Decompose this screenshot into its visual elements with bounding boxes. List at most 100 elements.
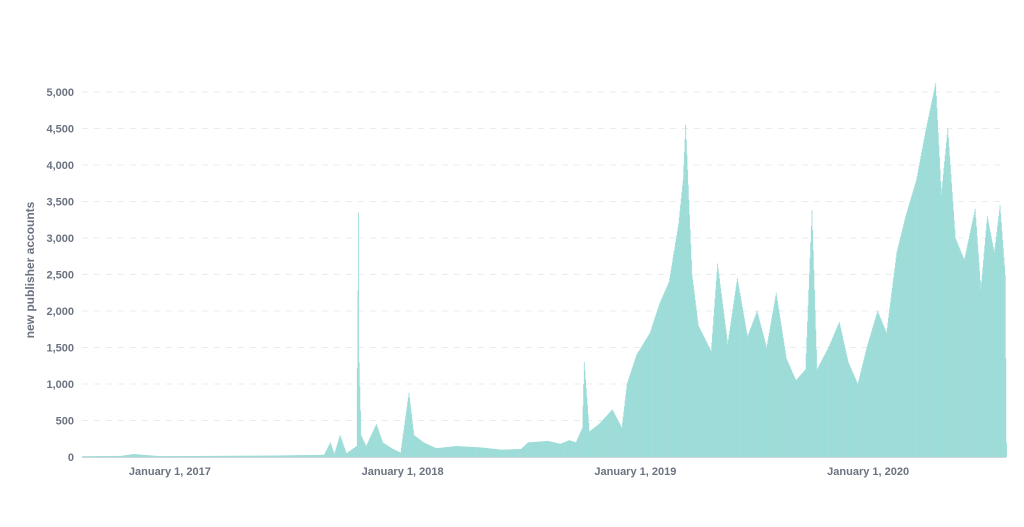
bar bbox=[606, 415, 608, 457]
bar bbox=[975, 217, 977, 457]
bar bbox=[685, 124, 687, 457]
bar bbox=[354, 447, 356, 457]
bar bbox=[696, 315, 698, 457]
bar bbox=[707, 344, 709, 457]
bar bbox=[762, 332, 764, 457]
bar bbox=[416, 437, 418, 457]
bar bbox=[615, 415, 616, 457]
bar bbox=[777, 305, 779, 457]
bar bbox=[858, 378, 860, 457]
bar bbox=[778, 309, 780, 457]
bar bbox=[896, 249, 898, 457]
bar bbox=[422, 441, 424, 457]
bar bbox=[220, 455, 222, 457]
bar bbox=[828, 347, 829, 457]
bar bbox=[448, 446, 450, 457]
bar bbox=[250, 455, 252, 457]
bar bbox=[748, 333, 750, 457]
bar bbox=[289, 455, 291, 457]
bar bbox=[340, 436, 342, 457]
bar bbox=[704, 338, 706, 458]
bar bbox=[587, 405, 588, 457]
bar bbox=[915, 181, 917, 457]
bar bbox=[903, 221, 905, 457]
bar bbox=[602, 419, 604, 457]
bar bbox=[251, 455, 253, 457]
bar bbox=[139, 454, 141, 457]
bar bbox=[188, 456, 190, 457]
bar bbox=[818, 365, 820, 457]
bar bbox=[471, 446, 473, 457]
bar bbox=[573, 441, 575, 457]
bar bbox=[166, 456, 168, 457]
bar bbox=[923, 138, 925, 457]
bar bbox=[82, 456, 83, 457]
bar bbox=[781, 329, 783, 457]
bar bbox=[488, 448, 490, 457]
bar bbox=[205, 455, 207, 457]
bar bbox=[626, 384, 628, 457]
bar bbox=[602, 419, 604, 457]
bar bbox=[998, 210, 1000, 457]
bar bbox=[341, 440, 343, 457]
bar bbox=[328, 444, 330, 457]
bar bbox=[826, 351, 828, 457]
bar bbox=[701, 333, 703, 457]
bar bbox=[123, 455, 125, 457]
bar bbox=[149, 455, 151, 457]
bar bbox=[876, 313, 878, 457]
bar bbox=[117, 455, 119, 457]
bar bbox=[751, 324, 753, 457]
bar bbox=[837, 326, 838, 457]
bar bbox=[282, 455, 284, 457]
bar bbox=[870, 332, 872, 457]
bar bbox=[219, 455, 220, 457]
bar bbox=[690, 244, 692, 457]
bar bbox=[788, 364, 790, 457]
bar bbox=[878, 314, 880, 457]
bar bbox=[861, 368, 863, 457]
bar bbox=[599, 422, 601, 457]
bar bbox=[720, 293, 722, 457]
bar bbox=[219, 455, 221, 457]
bar bbox=[224, 455, 226, 457]
bar bbox=[383, 443, 385, 457]
bar bbox=[977, 253, 979, 457]
bar bbox=[100, 456, 102, 457]
bar bbox=[669, 274, 671, 457]
bar bbox=[395, 450, 397, 457]
bar bbox=[745, 325, 747, 457]
bar bbox=[485, 447, 486, 457]
bar bbox=[603, 418, 605, 457]
bar bbox=[365, 444, 367, 457]
bar bbox=[405, 415, 407, 457]
bar bbox=[612, 410, 614, 457]
bar bbox=[447, 446, 449, 457]
bar bbox=[307, 455, 309, 457]
bar bbox=[375, 425, 377, 457]
bar bbox=[641, 346, 643, 457]
bar bbox=[700, 330, 702, 457]
bar bbox=[630, 372, 632, 457]
bar bbox=[578, 435, 580, 457]
bar bbox=[725, 328, 727, 457]
bar bbox=[412, 429, 414, 457]
bar bbox=[428, 444, 430, 457]
bar bbox=[954, 228, 956, 458]
bar bbox=[212, 455, 213, 457]
bar bbox=[837, 324, 839, 457]
bar bbox=[974, 211, 976, 457]
bar bbox=[436, 448, 438, 457]
bar bbox=[418, 438, 419, 457]
x-axis-tick-labels: January 1, 2017 January 1, 2018 January 1,… bbox=[129, 466, 909, 478]
bar bbox=[713, 307, 715, 457]
bar bbox=[105, 456, 107, 457]
bar bbox=[673, 250, 675, 457]
bar bbox=[213, 455, 215, 457]
bar bbox=[932, 98, 933, 458]
bar bbox=[939, 169, 941, 458]
bar bbox=[203, 455, 205, 457]
bar bbox=[848, 363, 850, 457]
bar bbox=[925, 129, 927, 457]
bar bbox=[319, 454, 321, 457]
